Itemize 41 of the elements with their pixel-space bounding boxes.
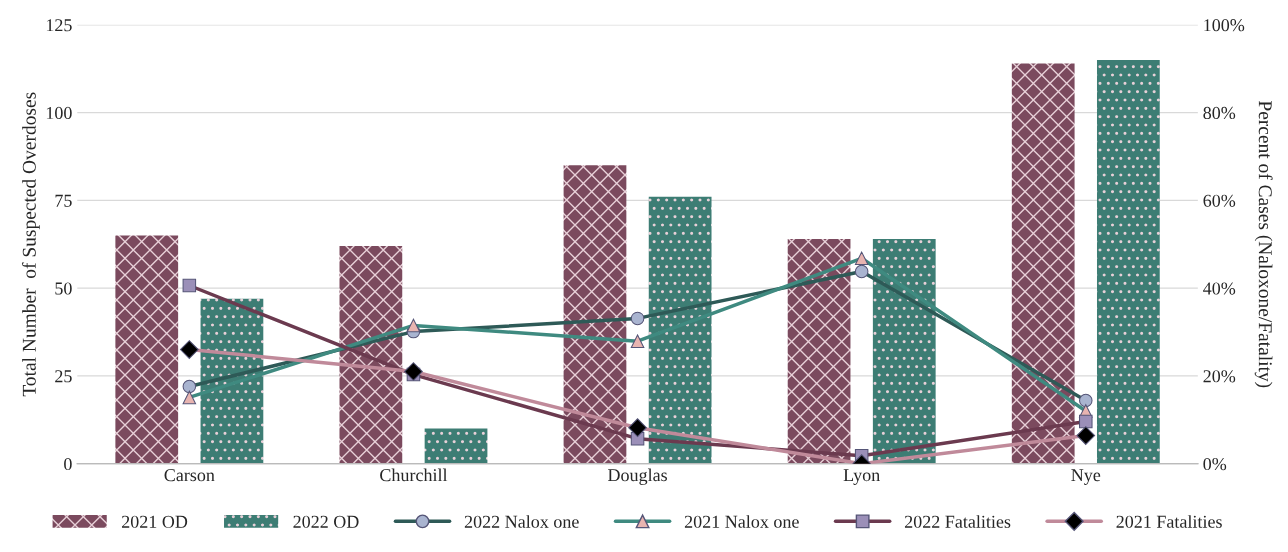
bar [200,298,264,464]
bar [563,165,627,464]
legend-label: 2022 Nalox one [464,515,579,528]
point [1079,393,1093,408]
y-tick-label: 0 [64,457,72,471]
y-tick-label: 50 [55,282,72,295]
y-tick-label: 100 [46,106,72,120]
y2-tick-label: 100% [1204,19,1245,32]
legend-label: 2021 Fatalities [1116,515,1222,528]
legend-label: 2022 OD [293,515,359,528]
y-tick-label: 75 [55,194,72,207]
bar [115,235,179,464]
y2-axis-title: Percent of Cases (Naloxone/Fatality) [1254,100,1273,388]
y2-tick-label: 20% [1203,370,1236,383]
point [1079,414,1093,429]
y2-tick-label: 60% [1203,194,1236,207]
bar [339,246,403,464]
bar [1096,59,1160,464]
bar [787,238,851,464]
legend-label: 2021 OD [121,515,188,528]
x-tick-label: Douglas [607,468,667,485]
point [854,264,869,279]
legend-label: 2022 Fatalities [904,515,1011,528]
legend-label: 2021 Nalox one [684,515,799,528]
point [182,278,197,293]
y2-tick-label: 0% [1203,457,1227,471]
bar [1011,63,1075,464]
y2-tick-label: 40% [1203,282,1236,295]
y-axis-title: Total Number of Suspected Overdoses [21,92,40,397]
bar [648,196,712,464]
x-tick-label: Lyon [843,469,880,485]
bar [872,238,936,464]
x-tick-label: Carson [164,469,215,482]
y2-tick-label: 80% [1203,106,1236,120]
x-tick-label: Nye [1071,469,1101,485]
bar [424,428,488,464]
x-tick-label: Churchill [380,468,448,482]
point [630,311,645,326]
y-tick-label: 125 [46,19,72,32]
point [182,379,197,394]
y-tick-label: 25 [55,370,72,383]
